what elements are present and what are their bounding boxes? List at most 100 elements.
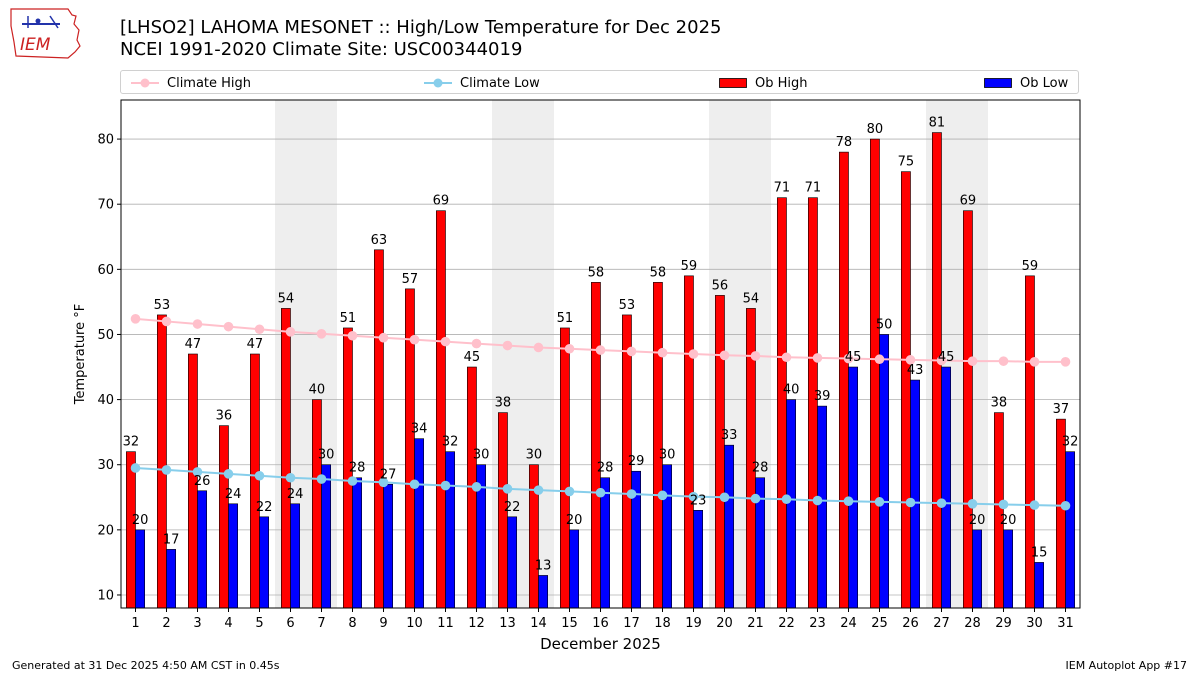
y-tick-label-40: 40 xyxy=(97,393,114,408)
ob-low-bar-3 xyxy=(197,490,207,609)
climate-low-point-1 xyxy=(130,463,141,473)
climate-low-point-27 xyxy=(936,498,947,508)
climate-low-point-10 xyxy=(409,479,420,490)
climate-high-point-8 xyxy=(347,330,358,341)
climate-high-point-28 xyxy=(967,356,978,366)
ob-high-label-29: 38 xyxy=(991,396,1008,411)
climate-high-point-18 xyxy=(657,347,668,358)
ob-low-label-20: 33 xyxy=(721,428,738,443)
x-tick-label-12: 12 xyxy=(468,616,485,631)
ob-low-label-29: 20 xyxy=(1000,513,1017,528)
ob-high-label-22: 71 xyxy=(774,181,791,196)
ob-low-label-4: 24 xyxy=(225,487,242,502)
ob-low-label-21: 28 xyxy=(752,461,769,476)
climate-high-point-24 xyxy=(843,353,854,364)
climate-high-point-6 xyxy=(285,327,296,337)
ob-low-label-22: 40 xyxy=(783,383,800,398)
y-tick-label-60: 60 xyxy=(97,263,114,278)
ob-low-label-27: 45 xyxy=(938,350,955,365)
ob-high-label-4: 36 xyxy=(216,409,233,424)
x-tick-label-4: 4 xyxy=(224,616,232,631)
climate-high-point-30 xyxy=(1029,357,1040,367)
climate-low-point-6 xyxy=(285,472,296,483)
ob-high-bar-27 xyxy=(931,132,942,609)
x-tick-label-1: 1 xyxy=(131,616,139,631)
ob-high-label-5: 47 xyxy=(247,337,264,352)
climate-high-point-25 xyxy=(874,354,885,365)
ob-low-bar-23 xyxy=(817,405,827,609)
ob-high-label-15: 51 xyxy=(557,311,574,326)
ob-low-bar-10 xyxy=(414,438,424,609)
iem-logo: IEM xyxy=(10,8,81,59)
ob-low-label-23: 39 xyxy=(814,389,831,404)
ob-high-label-7: 40 xyxy=(309,383,326,398)
legend-climate-high-label: Climate High xyxy=(167,75,252,91)
climate-high-point-16 xyxy=(595,345,606,355)
legend-climate-low-label: Climate Low xyxy=(460,75,540,91)
ob-high-label-6: 54 xyxy=(278,291,295,306)
ob-high-bar-9 xyxy=(373,249,384,609)
climate-high-point-1 xyxy=(130,314,141,324)
ob-low-label-10: 34 xyxy=(411,422,428,437)
x-tick-label-17: 17 xyxy=(623,616,640,631)
climate-low-point-16 xyxy=(595,487,606,498)
ob-high-label-1: 32 xyxy=(123,435,140,450)
ob-high-label-19: 59 xyxy=(681,259,698,274)
ob-low-label-9: 27 xyxy=(380,467,397,482)
ob-high-label-11: 69 xyxy=(433,194,450,209)
climate-high-point-9 xyxy=(378,332,389,343)
chart-legend: Climate High Climate Low Ob High Ob Low xyxy=(120,70,1079,94)
x-tick-label-21: 21 xyxy=(747,616,764,631)
climate-high-point-13 xyxy=(502,340,513,351)
ob-low-label-13: 22 xyxy=(504,500,521,515)
x-tick-label-24: 24 xyxy=(840,616,857,631)
x-tick-label-30: 30 xyxy=(1026,616,1043,631)
x-tick-label-22: 22 xyxy=(778,616,795,631)
climate-low-point-18 xyxy=(657,490,668,501)
ob-low-bar-11 xyxy=(445,451,455,609)
climate-high-point-31 xyxy=(1060,357,1071,367)
climate-low-point-26 xyxy=(905,497,916,508)
ob-low-label-3: 26 xyxy=(194,474,211,489)
ob-high-label-25: 80 xyxy=(867,122,884,137)
climate-low-point-5 xyxy=(254,470,265,481)
ob-high-label-10: 57 xyxy=(402,272,419,287)
x-tick-label-20: 20 xyxy=(716,616,733,631)
climate-high-point-22 xyxy=(781,352,792,363)
ob-low-label-24: 45 xyxy=(845,350,862,365)
x-tick-label-29: 29 xyxy=(995,616,1012,631)
climate-high-point-4 xyxy=(223,321,234,332)
ob-high-label-26: 75 xyxy=(898,155,915,170)
climate-low-point-20 xyxy=(719,492,730,503)
ob-high-label-28: 69 xyxy=(960,194,977,209)
y-tick-label-80: 80 xyxy=(97,133,114,148)
climate-high-point-21 xyxy=(750,351,761,361)
ob-high-bar-7 xyxy=(311,399,322,609)
x-tick-label-15: 15 xyxy=(561,616,578,631)
ob-low-label-19: 23 xyxy=(690,493,707,508)
ob-low-bar-20 xyxy=(724,444,734,609)
ob-high-bar-19 xyxy=(683,275,694,609)
ob-high-label-17: 53 xyxy=(619,298,636,313)
legend-ob-high: Ob High xyxy=(719,71,808,95)
ob-high-bar-16 xyxy=(590,282,601,609)
ob-high-label-8: 51 xyxy=(340,311,357,326)
chart-subtitle: NCEI 1991-2020 Climate Site: USC00344019 xyxy=(120,39,523,60)
ob-high-label-30: 59 xyxy=(1022,259,1039,274)
legend-climate-high-swatch xyxy=(131,78,159,88)
climate-high-point-3 xyxy=(192,319,203,329)
ob-low-label-28: 20 xyxy=(969,513,986,528)
climate-low-point-31 xyxy=(1060,500,1071,511)
x-tick-label-11: 11 xyxy=(437,616,454,631)
climate-low-point-23 xyxy=(812,495,823,506)
ob-low-bar-13 xyxy=(507,516,517,609)
x-tick-label-7: 7 xyxy=(317,616,325,631)
x-tick-label-6: 6 xyxy=(286,616,294,631)
climate-high-point-27 xyxy=(936,355,947,366)
legend-climate-low: Climate Low xyxy=(424,71,540,95)
ob-low-bar-2 xyxy=(166,549,176,609)
ob-high-label-2: 53 xyxy=(154,298,171,313)
climate-high-point-17 xyxy=(626,346,637,357)
ob-high-label-12: 45 xyxy=(464,350,481,365)
x-tick-label-23: 23 xyxy=(809,616,826,631)
